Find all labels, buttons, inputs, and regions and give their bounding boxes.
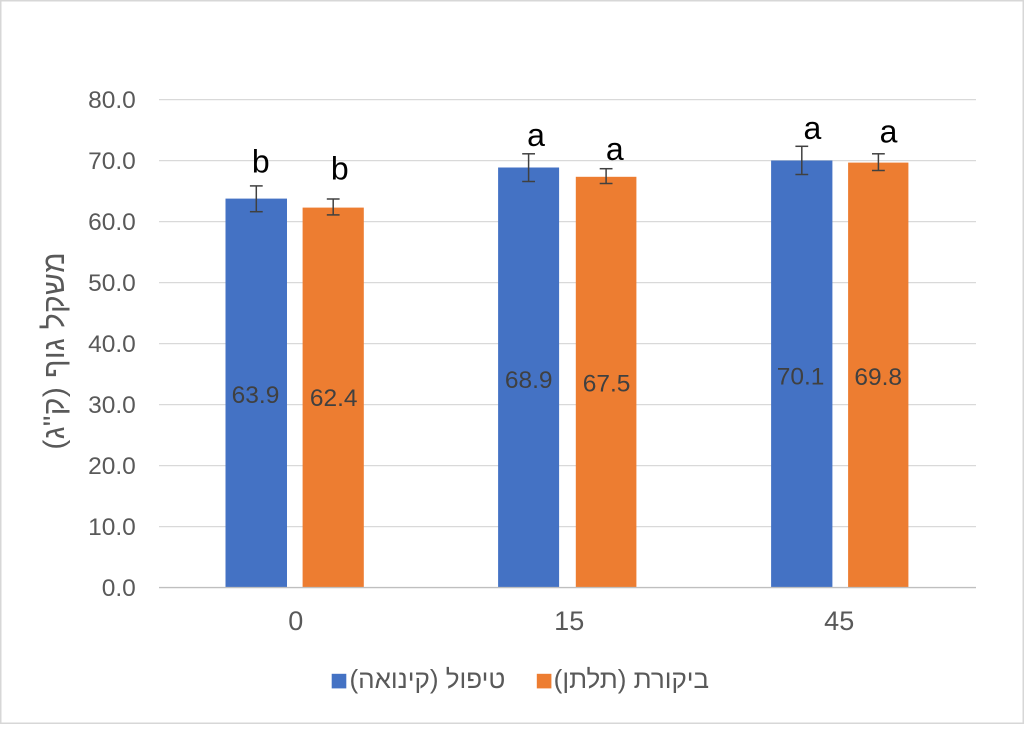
svg-text:טיפול (קינואה): טיפול (קינואה) bbox=[349, 664, 505, 694]
svg-text:62.4: 62.4 bbox=[310, 385, 358, 412]
svg-text:63.9: 63.9 bbox=[232, 382, 280, 409]
svg-text:70.1: 70.1 bbox=[777, 363, 825, 390]
svg-text:30.0: 30.0 bbox=[88, 392, 136, 419]
svg-text:60.0: 60.0 bbox=[88, 209, 136, 236]
svg-text:67.5: 67.5 bbox=[583, 371, 631, 398]
svg-text:a: a bbox=[527, 117, 545, 153]
svg-text:20.0: 20.0 bbox=[88, 453, 136, 480]
svg-text:b: b bbox=[331, 150, 349, 186]
svg-text:50.0: 50.0 bbox=[88, 270, 136, 297]
svg-text:10.0: 10.0 bbox=[88, 514, 136, 541]
svg-text:80.0: 80.0 bbox=[88, 87, 136, 114]
svg-text:a: a bbox=[880, 114, 898, 150]
svg-text:69.8: 69.8 bbox=[854, 364, 902, 391]
svg-text:0.0: 0.0 bbox=[102, 575, 136, 602]
svg-text:15: 15 bbox=[554, 606, 584, 636]
svg-text:70.0: 70.0 bbox=[88, 148, 136, 175]
svg-text:משקל גוף (ק"ג): משקל גוף (ק"ג) bbox=[38, 252, 71, 450]
svg-text:40.0: 40.0 bbox=[88, 331, 136, 358]
svg-text:a: a bbox=[804, 110, 822, 146]
svg-text:ביקורת (תלתן): ביקורת (תלתן) bbox=[554, 664, 709, 694]
svg-text:68.9: 68.9 bbox=[505, 367, 553, 394]
svg-text:0: 0 bbox=[288, 606, 303, 636]
svg-text:a: a bbox=[606, 131, 624, 167]
svg-text:b: b bbox=[252, 143, 270, 179]
svg-text:45: 45 bbox=[824, 606, 854, 636]
